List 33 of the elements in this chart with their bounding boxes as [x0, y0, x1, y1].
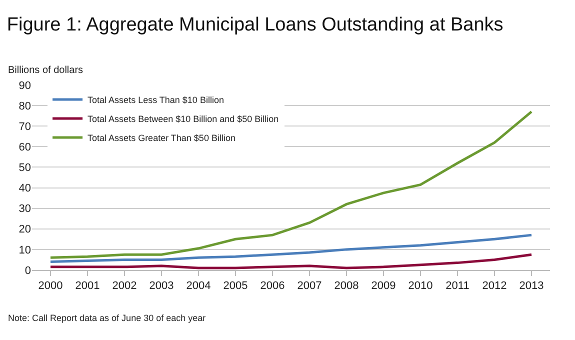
x-tick-label: 2007 [297, 280, 322, 292]
y-tick-label: 90 [18, 80, 31, 92]
x-tick-label: 2002 [112, 280, 137, 292]
x-tick-label: 2008 [334, 280, 359, 292]
line-series [49, 253, 533, 270]
x-tick-label: 2005 [223, 280, 248, 292]
y-tick-label: 50 [18, 162, 31, 174]
y-tick-label: 40 [18, 182, 31, 195]
chart-title: Figure 1: Aggregate Municipal Loans Outstanding at Banks [6, 14, 504, 36]
x-tick-label: 2006 [260, 280, 285, 292]
y-tick-label: 30 [18, 203, 31, 216]
x-tick-label: 2011 [446, 280, 470, 292]
line-series [49, 234, 533, 264]
x-tick-label: 2010 [408, 280, 433, 292]
x-tick-label: 2009 [371, 280, 396, 292]
y-tick-label: 70 [18, 120, 31, 133]
x-tick-label: 2013 [519, 280, 544, 292]
text: Note: Call Report data as of June 30 of each year [8, 313, 206, 323]
y-axis-title: Billions of dollars [8, 65, 84, 76]
line-series [49, 110, 533, 259]
legend-label: Total Assets Greater Than $50 Billion [88, 133, 236, 144]
x-tick-label: 2003 [149, 280, 174, 292]
legend-label: Total Assets Less Than $10 Billion [88, 95, 224, 106]
y-tick-label: 20 [18, 224, 31, 236]
x-tick-label: 2012 [482, 280, 507, 292]
legend-label: Total Assets Between $10 Billion and $50 Billion [88, 114, 279, 124]
y-tick-label: 80 [18, 100, 31, 112]
x-tick-label: 2004 [186, 280, 211, 292]
y-tick-label: 10 [18, 244, 31, 256]
y-tick-label: 0 [24, 264, 31, 277]
x-tick-label: 2000 [38, 280, 63, 292]
y-tick-label: 60 [18, 142, 31, 154]
x-tick-label: 2001 [75, 280, 100, 292]
